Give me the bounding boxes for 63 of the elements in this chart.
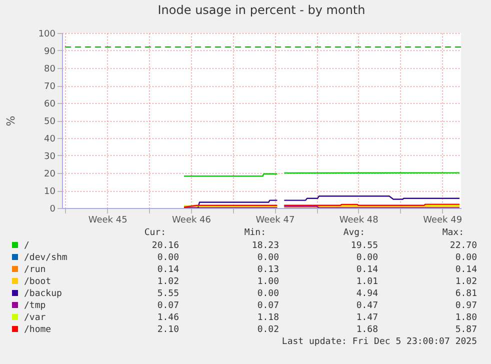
- legend-label: /home: [24, 325, 52, 335]
- text: Max:: [442, 228, 464, 238]
- text: 22.70: [450, 241, 477, 251]
- text: 18.23: [252, 241, 279, 251]
- text: 0.47: [356, 301, 378, 311]
- text: 0.00: [157, 253, 179, 263]
- text: 1.00: [257, 277, 279, 287]
- legend-label: /var: [24, 313, 46, 323]
- y-tick-label: 90: [44, 47, 56, 57]
- text: Cur:: [144, 228, 166, 238]
- text: 1.02: [157, 277, 179, 287]
- text: Avg:: [343, 228, 365, 238]
- text: 0.07: [257, 301, 279, 311]
- y-tick-label: 80: [44, 64, 56, 74]
- x-tick-label: Week 49: [423, 216, 462, 226]
- text: 0.97: [455, 301, 477, 311]
- y-tick-label: 40: [44, 134, 56, 144]
- legend-label: /: [24, 241, 30, 251]
- text: 0.14: [157, 265, 179, 275]
- text: 1.80: [455, 313, 477, 323]
- text: 19.55: [350, 241, 378, 251]
- x-tick-label: Week 48: [339, 216, 379, 226]
- text: 0.13: [257, 265, 279, 275]
- text: 0.02: [257, 325, 279, 335]
- y-tick-label: 60: [44, 100, 56, 110]
- legend-label: /run: [24, 265, 46, 275]
- text: 1.47: [356, 313, 378, 323]
- text: 4.94: [356, 289, 378, 299]
- text: 5.87: [455, 325, 477, 335]
- text: 1.68: [356, 325, 378, 335]
- text: 0.00: [257, 289, 279, 299]
- text: 0.00: [257, 253, 279, 263]
- y-tick-label: 70: [44, 82, 56, 92]
- text: Min:: [244, 228, 266, 238]
- text: 20.16: [152, 241, 179, 251]
- legend-label: /backup: [24, 289, 62, 299]
- y-tick-label: 50: [44, 117, 56, 127]
- y-axis-title: %: [4, 116, 18, 126]
- text: 5.55: [157, 289, 179, 299]
- legend-label: /tmp: [24, 301, 46, 311]
- text: 0.14: [356, 265, 378, 275]
- legend-label: /boot: [24, 277, 52, 287]
- y-tick-label: 10: [44, 187, 56, 197]
- y-tick-label: 30: [44, 152, 56, 162]
- chart-title: Inode usage in percent - by month: [158, 3, 366, 17]
- text: 0.00: [356, 253, 378, 263]
- text: 0.07: [157, 301, 179, 311]
- y-tick-label: 20: [44, 170, 56, 180]
- text: 1.01: [356, 277, 378, 287]
- legend-label: /dev/shm: [24, 253, 68, 263]
- text: 6.81: [455, 289, 477, 299]
- x-tick-label: Week 46: [172, 216, 212, 226]
- text: 0.00: [455, 253, 477, 263]
- text: 1.46: [157, 313, 179, 323]
- x-tick-label: Week 45: [88, 216, 128, 226]
- text: 1.02: [455, 277, 477, 287]
- text: 2.10: [157, 325, 179, 335]
- x-tick-label: Week 47: [256, 216, 295, 226]
- text: 0.14: [455, 265, 477, 275]
- text: 1.18: [257, 313, 279, 323]
- y-tick-label: 100: [38, 30, 56, 40]
- y-tick-label: 0: [50, 204, 56, 214]
- text: Last update: Fri Dec 5 23:00:07 2025: [282, 337, 477, 347]
